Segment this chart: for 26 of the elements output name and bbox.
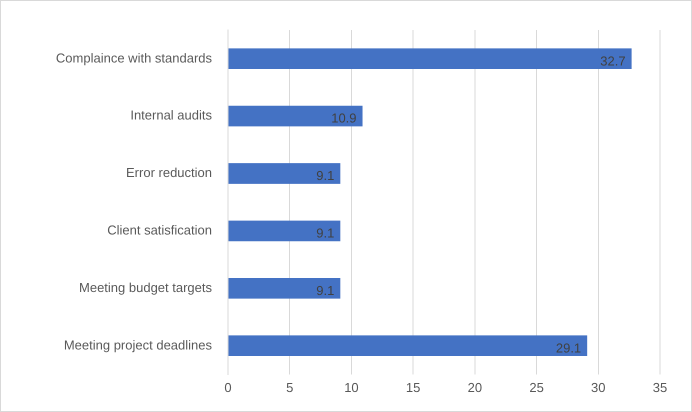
x-tick-label: 5 (286, 380, 294, 395)
data-label: 10.9 (331, 110, 357, 126)
x-tick-label: 10 (344, 380, 359, 395)
y-tick-label: Client satisfication (107, 222, 212, 238)
y-tick-label: Error reduction (126, 165, 212, 180)
x-tick-label: 20 (468, 380, 482, 395)
bar (228, 48, 632, 70)
data-label: 9.1 (316, 225, 334, 240)
y-tick-label: Internal audits (130, 108, 212, 123)
bar (228, 220, 340, 242)
y-tick-label: Meeting project deadlines (64, 337, 212, 352)
bar (228, 106, 363, 126)
bar (228, 163, 340, 184)
data-label: 32.7 (600, 53, 626, 68)
x-tick-label: 35 (652, 380, 668, 395)
data-label: 9.1 (316, 282, 334, 298)
x-tick-label: 25 (529, 380, 544, 395)
y-tick-label: Complaince with standards (56, 50, 212, 66)
data-label: 9.1 (316, 168, 334, 184)
data-label: 29.1 (556, 340, 582, 356)
bar (228, 335, 588, 356)
x-tick-label: 30 (591, 380, 606, 395)
y-tick-label: Meeting budget targets (79, 280, 212, 295)
x-tick-label: 0 (224, 380, 232, 395)
x-tick-label: 15 (406, 380, 420, 395)
bar (228, 278, 340, 299)
